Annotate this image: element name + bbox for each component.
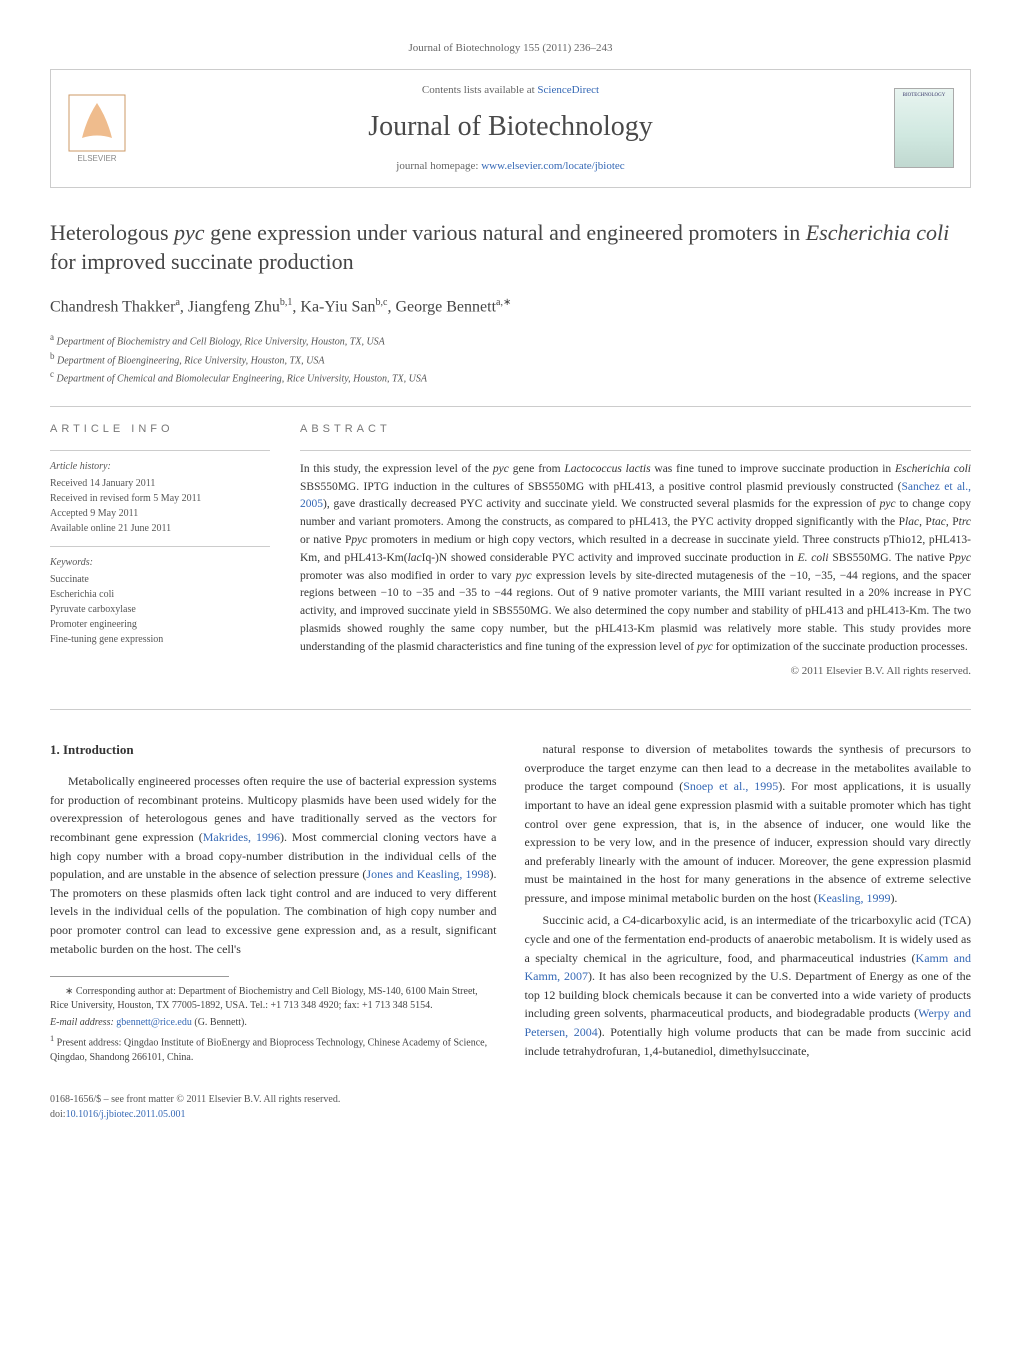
article-info: ARTICLE INFO Article history: Received 1… <box>50 421 270 679</box>
sciencedirect-link[interactable]: ScienceDirect <box>537 84 599 96</box>
body-column-right: natural response to diversion of metabol… <box>525 740 972 1067</box>
email-link[interactable]: gbennett@rice.edu <box>116 1017 192 1028</box>
affiliation: c Department of Chemical and Biomolecula… <box>50 368 971 386</box>
history-item: Available online 21 June 2011 <box>50 521 270 536</box>
corresponding-author-note: ∗ Corresponding author at: Department of… <box>50 985 497 1013</box>
journal-reference: Journal of Biotechnology 155 (2011) 236–… <box>50 40 971 57</box>
body-paragraph: Succinic acid, a C4-dicarboxylic acid, i… <box>525 911 972 1060</box>
journal-cover-thumbnail: BIOTECHNOLOGY <box>894 88 954 168</box>
separator <box>50 450 270 451</box>
abstract-copyright: © 2011 Elsevier B.V. All rights reserved… <box>300 663 971 680</box>
keywords-label: Keywords: <box>50 555 270 570</box>
separator <box>50 709 971 710</box>
footer-copyright: 0168-1656/$ – see front matter © 2011 El… <box>50 1094 340 1105</box>
elsevier-logo: ELSEVIER <box>67 93 127 163</box>
footnotes: ∗ Corresponding author at: Department of… <box>50 985 497 1064</box>
keyword: Pyruvate carboxylase <box>50 602 270 617</box>
separator <box>50 546 270 547</box>
doi-link[interactable]: 10.1016/j.jbiotec.2011.05.001 <box>66 1109 186 1120</box>
keyword: Promoter engineering <box>50 617 270 632</box>
info-abstract-row: ARTICLE INFO Article history: Received 1… <box>50 421 971 679</box>
keyword: Escherichia coli <box>50 587 270 602</box>
article-info-heading: ARTICLE INFO <box>50 421 270 438</box>
body-column-left: 1. Introduction Metabolically engineered… <box>50 740 497 1067</box>
separator <box>50 406 971 407</box>
svg-text:ELSEVIER: ELSEVIER <box>77 154 116 163</box>
present-address-note: 1 Present address: Qingdao Institute of … <box>50 1033 497 1064</box>
history-item: Received in revised form 5 May 2011 <box>50 491 270 506</box>
keyword: Fine-tuning gene expression <box>50 632 270 647</box>
footer: 0168-1656/$ – see front matter © 2011 El… <box>50 1092 971 1122</box>
article-title: Heterologous pyc gene expression under v… <box>50 218 971 277</box>
abstract-text: In this study, the expression level of t… <box>300 461 971 657</box>
history-label: Article history: <box>50 459 270 474</box>
homepage-link[interactable]: www.elsevier.com/locate/jbiotec <box>481 160 624 172</box>
journal-name: Journal of Biotechnology <box>127 106 894 148</box>
history-item: Accepted 9 May 2011 <box>50 506 270 521</box>
history-item: Received 14 January 2011 <box>50 476 270 491</box>
email-note: E-mail address: gbennett@rice.edu (G. Be… <box>50 1016 497 1030</box>
header-center: Contents lists available at ScienceDirec… <box>127 82 894 175</box>
separator <box>300 450 971 451</box>
abstract-heading: ABSTRACT <box>300 421 971 438</box>
body-columns: 1. Introduction Metabolically engineered… <box>50 740 971 1067</box>
abstract: ABSTRACT In this study, the expression l… <box>300 421 971 679</box>
affiliation: a Department of Biochemistry and Cell Bi… <box>50 331 971 349</box>
section-heading-intro: 1. Introduction <box>50 740 497 760</box>
journal-header: ELSEVIER Contents lists available at Sci… <box>50 69 971 188</box>
footnote-separator <box>50 976 229 977</box>
affiliation: b Department of Bioengineering, Rice Uni… <box>50 350 971 368</box>
affiliations: a Department of Biochemistry and Cell Bi… <box>50 331 971 386</box>
contents-available: Contents lists available at ScienceDirec… <box>127 82 894 99</box>
keyword: Succinate <box>50 572 270 587</box>
homepage-line: journal homepage: www.elsevier.com/locat… <box>127 158 894 175</box>
body-paragraph: natural response to diversion of metabol… <box>525 740 972 907</box>
authors: Chandresh Thakkera, Jiangfeng Zhub,1, Ka… <box>50 295 971 319</box>
body-paragraph: Metabolically engineered processes often… <box>50 772 497 958</box>
